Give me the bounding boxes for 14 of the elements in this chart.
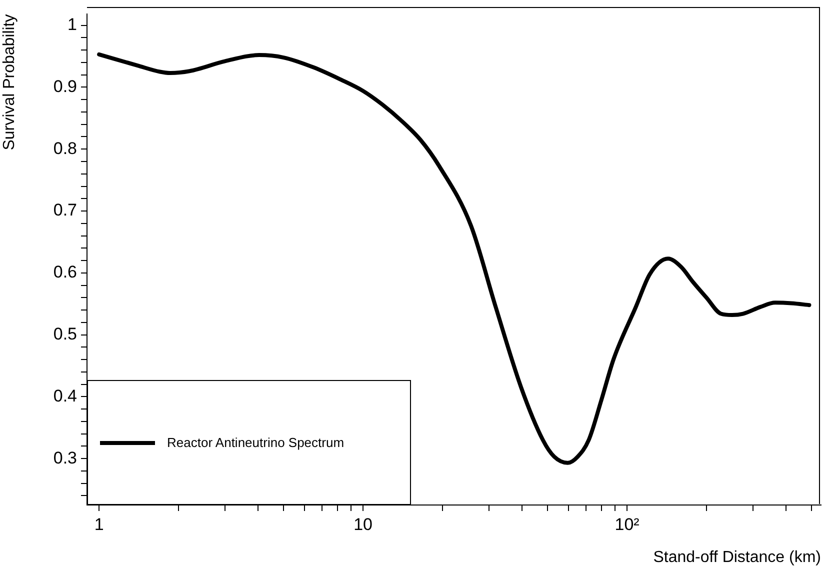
x-tick-label: 10² (614, 514, 640, 534)
y-tick-label: 1 (68, 15, 77, 34)
x-tick-label: 1 (94, 514, 104, 534)
y-tick-label: 0.8 (53, 138, 77, 158)
legend-label: Reactor Antineutrino Spectrum (167, 435, 344, 450)
y-axis-title: Survival Probability (1, 14, 18, 150)
y-tick-label: 0.9 (53, 76, 77, 96)
y-tick-label: 0.7 (53, 200, 77, 220)
y-tick-label: 0.4 (53, 386, 77, 406)
y-tick-label: 0.3 (53, 448, 77, 468)
x-axis-title: Stand-off Distance (km) (653, 548, 821, 566)
y-tick-label: 0.5 (53, 324, 77, 344)
x-tick-label: 10 (354, 514, 373, 534)
y-tick-label: 0.6 (53, 262, 77, 282)
